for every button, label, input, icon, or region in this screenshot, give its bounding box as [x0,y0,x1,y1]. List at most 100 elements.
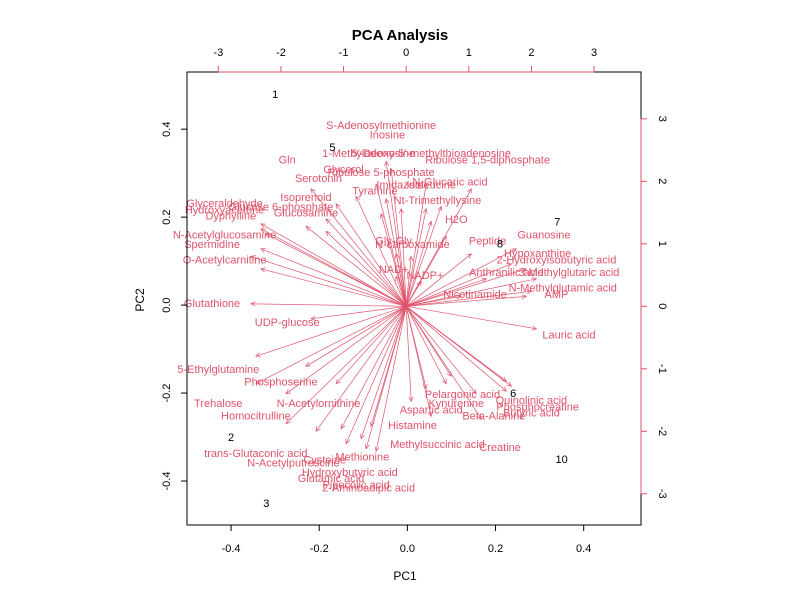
loading-label: Tyramine [352,186,397,198]
right-tick-label: -1 [656,364,668,374]
loading-label: Glucose 6-phosphate [229,201,334,213]
loading-arrowhead [384,198,390,204]
score-label: 2 [228,432,234,444]
loading-label: Phosphocreatine [496,401,579,413]
loading-label: 3-Methylglutaric acid [519,267,620,279]
loading-arrow [405,306,512,387]
loading-arrowhead [315,426,321,432]
loading-arrow [405,306,482,419]
y-tick-label: 0.4 [161,122,173,137]
loading-arrowhead [423,183,428,189]
loading-arrowhead [260,267,266,273]
loading-arrow [315,306,407,432]
loading-label: Methionine [335,451,389,463]
loading-arrow [260,248,407,307]
loading-arrow [255,305,407,385]
loading-label: Dyphylline [205,211,256,223]
loading-arrow [406,268,527,307]
loading-label: Hypoxanthine [504,248,571,260]
y-tick-label: 0.2 [161,209,173,224]
y-axis-left: -0.4 -0.2 0.0 0.2 0.4 [161,122,188,491]
loading-arrow [250,255,407,307]
loading-arrow [405,306,507,392]
loading-arrowhead [442,378,447,385]
loading-label: Anthranilic acid [469,267,544,279]
loading-arrowhead [260,223,266,229]
loading-label: N-Acetylornithine [277,398,361,410]
loading-label: Guanosine [517,229,570,241]
loading-label: Trehalose [194,398,243,410]
loading-arrow [406,278,487,307]
loading-arrowhead [521,267,528,273]
loading-arrow [365,306,407,449]
loading-label: Peptide [469,236,506,248]
loading-arrowhead [310,315,316,321]
loading-arrow [405,253,472,307]
loading-arrow [380,213,407,307]
loading-arrowhead [305,361,311,367]
score-label: 8 [497,239,503,251]
loading-arrowhead [255,352,261,358]
loading-label: N-Acetylputrescine [247,458,339,470]
loading-arrowhead [526,289,533,295]
loading-arrowhead [422,208,428,214]
y-tick-label: -0.4 [161,472,173,491]
loading-label: S-Adenosylmethionine [326,120,436,132]
loading-arrowhead [398,208,404,214]
loading-arrowhead [501,386,507,392]
loading-label: Glyceraldehyde [186,198,262,210]
loading-arrowhead [360,433,365,440]
loading-arrowhead [250,301,256,307]
score-label: 5 [329,142,335,154]
loading-arrow [385,161,407,307]
loading-arrow [305,306,407,367]
loading-arrow [375,183,407,307]
loading-arrowhead [305,225,311,231]
loading-arrowhead [325,218,331,224]
loading-arrow [310,188,407,307]
loading-label: Beta-Alanine [462,411,525,423]
loading-label: Glutamic acid [298,473,365,485]
loading-label: Lauric acid [542,329,595,341]
loading-arrowhead [345,438,351,445]
loading-arrow [310,305,407,320]
loading-arrowhead [506,263,513,268]
loading-label: Aspartic acid [400,404,463,416]
loading-label: N-Acetylglucosamine [173,229,276,241]
loading-arrowhead [408,255,414,262]
score-label: 7 [554,217,560,229]
loading-arrow [355,196,407,307]
loading-arrow [406,278,537,307]
chart-title: PCA Analysis [351,27,449,44]
loading-arrowhead [250,255,256,261]
y-tick-label: -0.2 [161,384,173,403]
score-label: 6 [510,388,516,400]
loading-arrow [406,305,537,330]
loading-label: Isoprenoid [280,192,331,204]
loading-label: O-Acetylcarnitine [183,254,267,266]
loading-arrow [405,208,427,307]
loading-label: Hydroxybutyric acid [302,467,398,479]
loading-label: Histamine [388,420,437,432]
loading-arrowhead [325,230,331,237]
loading-arrowhead [437,205,443,212]
top-tick-label: -2 [276,47,286,59]
loading-arrow [335,203,407,307]
loading-label: Nt-Trimethyllysine [394,195,482,207]
loading-arrow [285,306,407,425]
loading-arrow [406,295,462,307]
loading-arrowhead [467,188,472,194]
loading-arrow [406,290,532,307]
loading-arrow [305,226,407,307]
loading-arrowhead [285,418,291,425]
loading-arrowhead [389,168,395,174]
loading-label: N-Methylglutamic acid [509,283,617,295]
loading-arrowhead [384,160,390,167]
x-axis-bottom: -0.4 -0.2 0.0 0.2 0.4 [222,524,591,555]
loading-label: Ribulose 1,5-diphosphate [425,154,550,166]
loading-arrowhead [335,378,341,385]
score-label: 3 [263,498,269,510]
loading-label: AMP [545,289,569,301]
loading-arrowhead [374,446,380,453]
